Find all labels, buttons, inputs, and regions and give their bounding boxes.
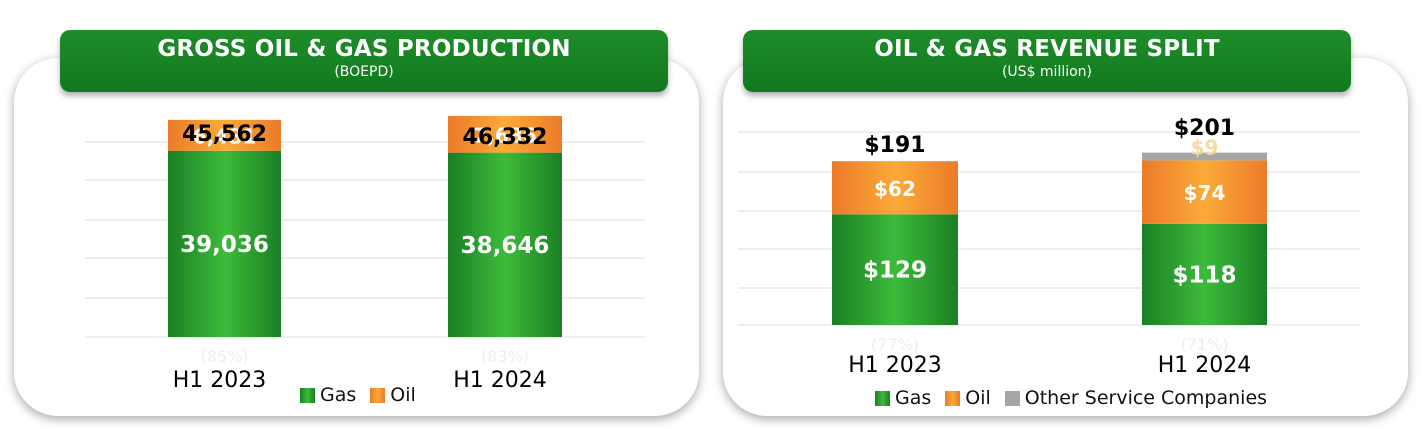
legend-gas: Gas xyxy=(300,384,356,406)
revenue-legend: Gas Oil Other Service Companies xyxy=(875,387,1281,409)
legend-oil-swatch xyxy=(945,390,961,406)
legend-oil: Oil xyxy=(945,387,991,409)
production-subtitle: (BOEPD) xyxy=(334,64,394,80)
share-label: (71%) xyxy=(1180,335,1228,354)
data-label: 38,646 xyxy=(461,233,550,259)
bar-oil-0 xyxy=(832,161,958,215)
data-label: $129 xyxy=(863,258,927,284)
data-label: $74 xyxy=(1184,181,1226,205)
legend-gas-swatch xyxy=(300,387,315,403)
legend-other-label: Other Service Companies xyxy=(1024,387,1268,409)
production-panel xyxy=(14,58,699,416)
legend-other: Other Service Companies xyxy=(1004,387,1268,409)
data-label: $62 xyxy=(874,177,916,201)
category-label: H1 2023 xyxy=(848,353,942,378)
bar-gas-0 xyxy=(168,150,281,337)
legend-oil-swatch xyxy=(370,387,386,403)
bar-gas-0 xyxy=(832,214,958,325)
legend-gas-swatch xyxy=(875,390,890,406)
production-header: GROSS OIL & GAS PRODUCTION (BOEPD) xyxy=(60,30,668,92)
legend-other-swatch xyxy=(1004,390,1020,406)
revenue-header: OIL & GAS REVENUE SPLIT (US$ million) xyxy=(743,30,1351,92)
bar-oil-0 xyxy=(168,119,281,151)
legend-gas-label: Gas xyxy=(895,387,932,409)
bar-gas-1 xyxy=(1142,223,1267,325)
legend-oil: Oil xyxy=(370,384,416,406)
share-label: (83%) xyxy=(481,347,529,366)
data-label: 39,036 xyxy=(180,232,269,258)
revenue-title: OIL & GAS REVENUE SPLIT xyxy=(874,36,1220,62)
legend-gas: Gas xyxy=(875,387,931,409)
legend-gas-label: Gas xyxy=(320,384,357,406)
bar-gas-1 xyxy=(448,152,562,337)
bar-oil-1 xyxy=(1142,160,1267,224)
bar-oil-1 xyxy=(448,115,562,153)
total-label: 46,332 xyxy=(463,125,548,150)
category-label: H1 2024 xyxy=(1158,353,1252,378)
data-label: $118 xyxy=(1172,262,1236,288)
category-label: H1 2023 xyxy=(173,368,267,393)
data-label: $9 xyxy=(1191,136,1219,160)
legend-oil-label: Oil xyxy=(965,387,991,409)
share-label: (85%) xyxy=(200,347,248,366)
total-label: 45,562 xyxy=(182,122,267,147)
legend-oil-label: Oil xyxy=(390,384,416,406)
production-legend: Gas Oil xyxy=(300,384,430,406)
bar-other-service-companies-1 xyxy=(1142,152,1267,161)
data-label: 7,686 xyxy=(473,123,536,147)
production-title: GROSS OIL & GAS PRODUCTION xyxy=(157,36,571,62)
data-label: 6,481 xyxy=(193,124,256,148)
total-label: $191 xyxy=(864,133,925,158)
category-label: H1 2024 xyxy=(453,368,547,393)
revenue-subtitle: (US$ million) xyxy=(1001,64,1093,80)
share-label: (77%) xyxy=(871,335,919,354)
total-label: $201 xyxy=(1174,116,1235,141)
